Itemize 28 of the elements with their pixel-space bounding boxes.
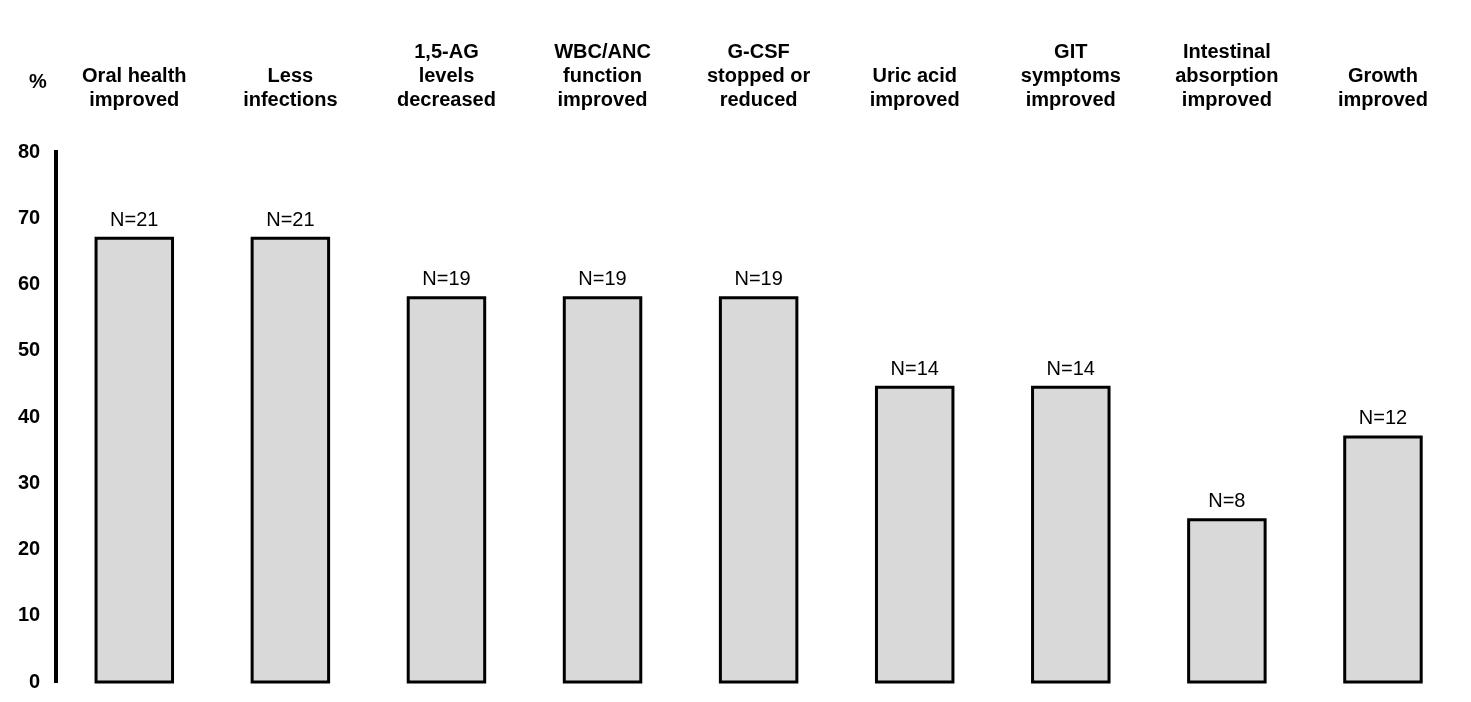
annotation: N=19 — [734, 267, 783, 290]
y-tick-label: 50 — [18, 338, 41, 361]
y-tick-label: 10 — [18, 603, 41, 626]
annotation: N=21 — [110, 207, 159, 230]
x-tick-label: Intestinal absorption improved — [1175, 39, 1279, 110]
x-tick-label: G-CSF stopped or reduced — [706, 39, 811, 110]
y-tick-label: 60 — [18, 272, 41, 295]
annotation: N=21 — [266, 207, 315, 230]
x-tick-label: Oral health improved — [82, 63, 187, 110]
annotation: N=19 — [578, 267, 627, 290]
x-tick-label: WBC/ANC function improved — [554, 39, 651, 110]
annotation: N=12 — [1358, 406, 1408, 429]
y-tick-label: 40 — [18, 404, 41, 427]
y-tick-label: 20 — [18, 537, 41, 560]
y-tick-label: 70 — [18, 205, 41, 228]
annotation: N=14 — [1046, 356, 1095, 379]
y-tick-label: 30 — [18, 470, 41, 493]
annotation: N=19 — [422, 267, 471, 290]
annotation: N=8 — [1208, 489, 1246, 512]
x-tick-label: Uric acid improved — [869, 63, 960, 110]
y-tick-label: 80 — [18, 139, 41, 162]
x-tick-label: GIT symptoms improved — [1020, 39, 1121, 110]
x-tick-label: 1,5-AG levels decreased — [396, 39, 496, 110]
x-tick-label: Less infections — [243, 63, 338, 110]
x-tick-label: Growth improved — [1337, 63, 1428, 110]
annotation: N=14 — [890, 356, 939, 379]
y-tick-label: 0 — [29, 669, 41, 692]
y-axis-title: % — [29, 69, 48, 92]
